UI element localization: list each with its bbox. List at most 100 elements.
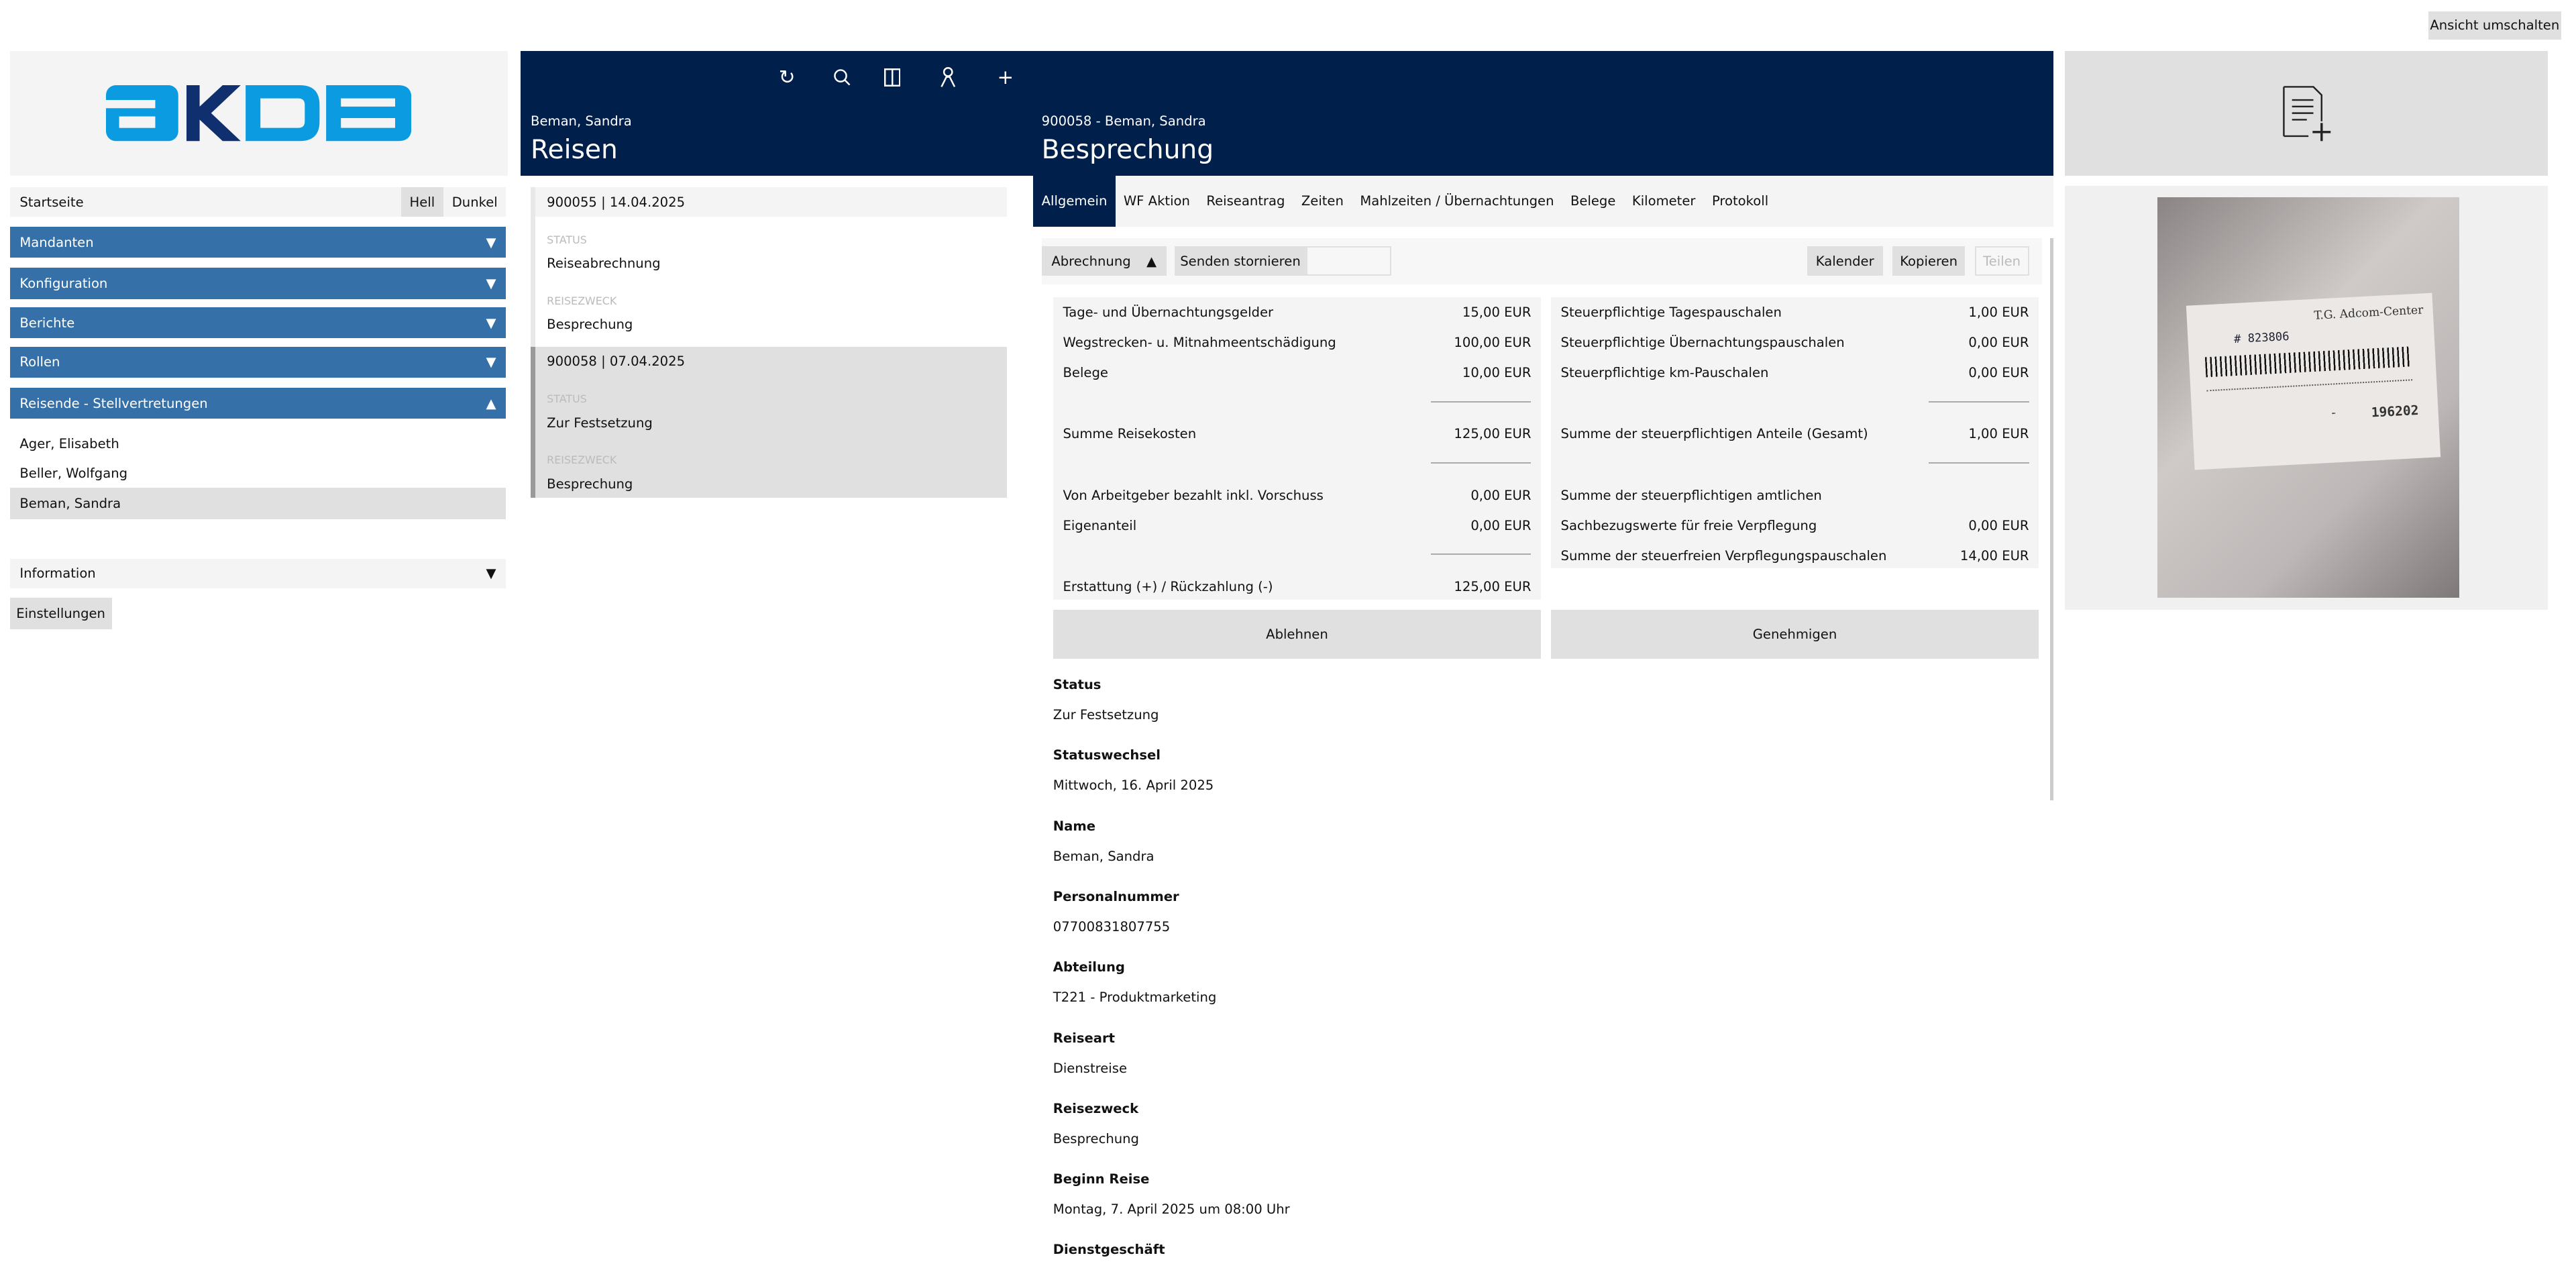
nav-section-berichte[interactable]: Berichte ▼: [9, 307, 506, 339]
settings-button[interactable]: Einstellungen: [9, 598, 112, 629]
purpose-value: Besprechung: [547, 317, 633, 333]
receipt-image: T.G. Adcom-Center # 823806 ⬅ 196202: [2157, 197, 2460, 598]
header-bar: [521, 50, 2054, 176]
receipt-preview[interactable]: T.G. Adcom-Center # 823806 ⬅ 196202: [2065, 185, 2548, 610]
trip-card-selected[interactable]: 900058 | 07.04.2025 STATUS Zur Festsetzu…: [531, 346, 1008, 498]
tab-mahlzeiten[interactable]: Mahlzeiten / Übernachtungen: [1360, 193, 1554, 209]
summary-label: Von Arbeitgeber bezahlt inkl. Vorschuss: [1063, 487, 1324, 503]
purpose-value: Besprechung: [547, 476, 633, 492]
copy-button[interactable]: Kopieren: [1892, 246, 1965, 276]
chevron-down-icon: ▼: [486, 566, 496, 582]
summary-row: Eigenanteil 0,00 EUR: [1063, 511, 1531, 541]
nav-section-rollen[interactable]: Rollen ▼: [9, 346, 506, 378]
person-item[interactable]: Ager, Elisabeth: [19, 435, 119, 451]
summary-value: 0,00 EUR: [1470, 517, 1532, 533]
information-section[interactable]: Information ▼: [9, 558, 506, 588]
logo-area: [9, 50, 508, 176]
person-item-selected[interactable]: Beman, Sandra: [9, 488, 506, 519]
field-name: Name Beman, Sandra: [1053, 818, 1155, 864]
field-reiseart: Reiseart Dienstreise: [1053, 1030, 1127, 1076]
cancel-send-button[interactable]: Senden stornieren: [1175, 246, 1306, 276]
theme-light-button[interactable]: Hell: [400, 187, 444, 217]
status-caption: STATUS: [547, 392, 587, 406]
summary-row: Erstattung (+) / Rückzahlung (-) 125,00 E…: [1063, 572, 1531, 602]
home-link[interactable]: Startseite: [9, 187, 401, 217]
nav-section-reisende[interactable]: Reisende - Stellvertretungen ▲: [9, 387, 506, 419]
cost-summary: Tage- und Übernachtungsgelder 15,00 EUR W…: [1053, 297, 1542, 602]
approve-button[interactable]: Genehmigen: [1550, 609, 2039, 659]
document-plus-icon[interactable]: [2282, 85, 2331, 142]
add-document-area[interactable]: [2065, 50, 2548, 176]
summary-row: Von Arbeitgeber bezahlt inkl. Vorschuss 0…: [1063, 480, 1531, 511]
search-icon[interactable]: [833, 68, 851, 87]
trip-card-header: 900055 | 14.04.2025: [535, 187, 1008, 217]
abrechnung-label: Abrechnung: [1051, 253, 1131, 269]
summary-value: 1,00 EUR: [1968, 426, 2029, 442]
tab-protokoll[interactable]: Protokoll: [1711, 193, 1769, 209]
chevron-down-icon: ▼: [486, 234, 496, 250]
purpose-caption: REISEZWECK: [547, 454, 617, 467]
summary-row: Summe der steuerpflichtigen Anteile (Ges…: [1561, 419, 2029, 449]
scrollbar[interactable]: [2050, 238, 2054, 800]
trip-card-header: 900058 | 07.04.2025: [547, 354, 686, 370]
summary-value: 14,00 EUR: [1960, 547, 2029, 564]
chevron-up-icon: ▲: [486, 395, 496, 411]
nav-section-label: Rollen: [19, 354, 60, 370]
reject-button[interactable]: Ablehnen: [1053, 609, 1542, 659]
nav-section-mandanten[interactable]: Mandanten ▼: [9, 226, 506, 258]
summary-value: 0,00 EUR: [1968, 365, 2029, 381]
divider: [1929, 462, 2029, 464]
nav-section-label: Berichte: [19, 315, 75, 331]
tax-summary: Steuerpflichtige Tagespauschalen 1,00 EUR…: [1550, 297, 2039, 569]
abrechnung-dropdown[interactable]: Abrechnung ▲: [1041, 246, 1167, 276]
detail-tabs: Allgemein WF Aktion Reiseantrag Zeiten M…: [1033, 176, 2054, 227]
summary-label: Belege: [1063, 365, 1108, 381]
plus-icon[interactable]: +: [997, 66, 1014, 89]
summary-value: 15,00 EUR: [1462, 305, 1532, 321]
calendar-button[interactable]: Kalender: [1807, 246, 1883, 276]
purpose-caption: REISEZWECK: [547, 294, 617, 307]
cancel-send-input[interactable]: [1305, 246, 1392, 276]
nav-section-konfiguration[interactable]: Konfiguration ▼: [9, 268, 506, 299]
toggle-view-button[interactable]: Ansicht umschalten: [2428, 11, 2561, 40]
summary-row: Steuerpflichtige Tagespauschalen 1,00 EUR: [1561, 297, 2029, 327]
summary-label: Steuerpflichtige Übernachtungspauschalen: [1560, 335, 1845, 351]
share-button[interactable]: Teilen: [1974, 246, 2029, 276]
summary-label: Sachbezugswerte für freie Verpflegung: [1560, 517, 1817, 533]
tab-wf-aktion[interactable]: WF Aktion: [1123, 193, 1190, 209]
tab-belege[interactable]: Belege: [1570, 193, 1616, 209]
detail-title: Besprechung: [1041, 134, 1214, 165]
field-status: Status Zur Festsetzung: [1053, 676, 1159, 723]
summary-row: Tage- und Übernachtungsgelder 15,00 EUR: [1063, 297, 1531, 327]
summary-label: Summe der steuerpflichtigen Anteile (Ges…: [1560, 426, 1868, 442]
status-value: Reiseabrechnung: [547, 256, 661, 272]
status-caption: STATUS: [547, 233, 587, 246]
field-personalnummer: Personalnummer 07700831807755: [1053, 888, 1179, 935]
tab-kilometer[interactable]: Kilometer: [1631, 193, 1696, 209]
header-toolbar: ↻ +: [779, 64, 1025, 91]
tab-zeiten[interactable]: Zeiten: [1301, 193, 1344, 209]
user-icon[interactable]: [940, 67, 956, 87]
summary-value: 100,00 EUR: [1454, 335, 1532, 351]
summary-label: Steuerpflichtige Tagespauschalen: [1560, 305, 1782, 321]
theme-dark-button[interactable]: Dunkel: [443, 187, 506, 217]
summary-value: 0,00 EUR: [1968, 335, 2029, 351]
summary-row: Sachbezugswerte für freie Verpflegung 0,0…: [1561, 511, 2029, 541]
field-dienstgeschaeft: Dienstgeschäft: [1053, 1242, 1165, 1258]
divider: [1431, 553, 1532, 555]
information-label: Information: [19, 566, 96, 582]
nav-section-label: Mandanten: [19, 234, 94, 250]
tab-allgemein[interactable]: Allgemein: [1033, 176, 1116, 227]
list-title: Reisen: [531, 134, 618, 165]
receipt-number: 196202: [2370, 402, 2419, 420]
summary-row: Belege 10,00 EUR: [1063, 358, 1531, 388]
refresh-icon[interactable]: ↻: [778, 66, 796, 89]
summary-row: Summe der steuerpflichtigen amtlichen: [1561, 480, 2029, 511]
nav-section-label: Reisende - Stellvertretungen: [19, 395, 208, 411]
summary-row: Steuerpflichtige Übernachtungspauschalen…: [1561, 327, 2029, 358]
trip-card[interactable]: 900055 | 14.04.2025 STATUS Reiseabrechnu…: [531, 187, 1008, 423]
person-item[interactable]: Beller, Wolfgang: [19, 465, 128, 481]
columns-icon[interactable]: [883, 68, 901, 87]
tab-reiseantrag[interactable]: Reiseantrag: [1206, 193, 1285, 209]
divider: [1431, 462, 1532, 464]
